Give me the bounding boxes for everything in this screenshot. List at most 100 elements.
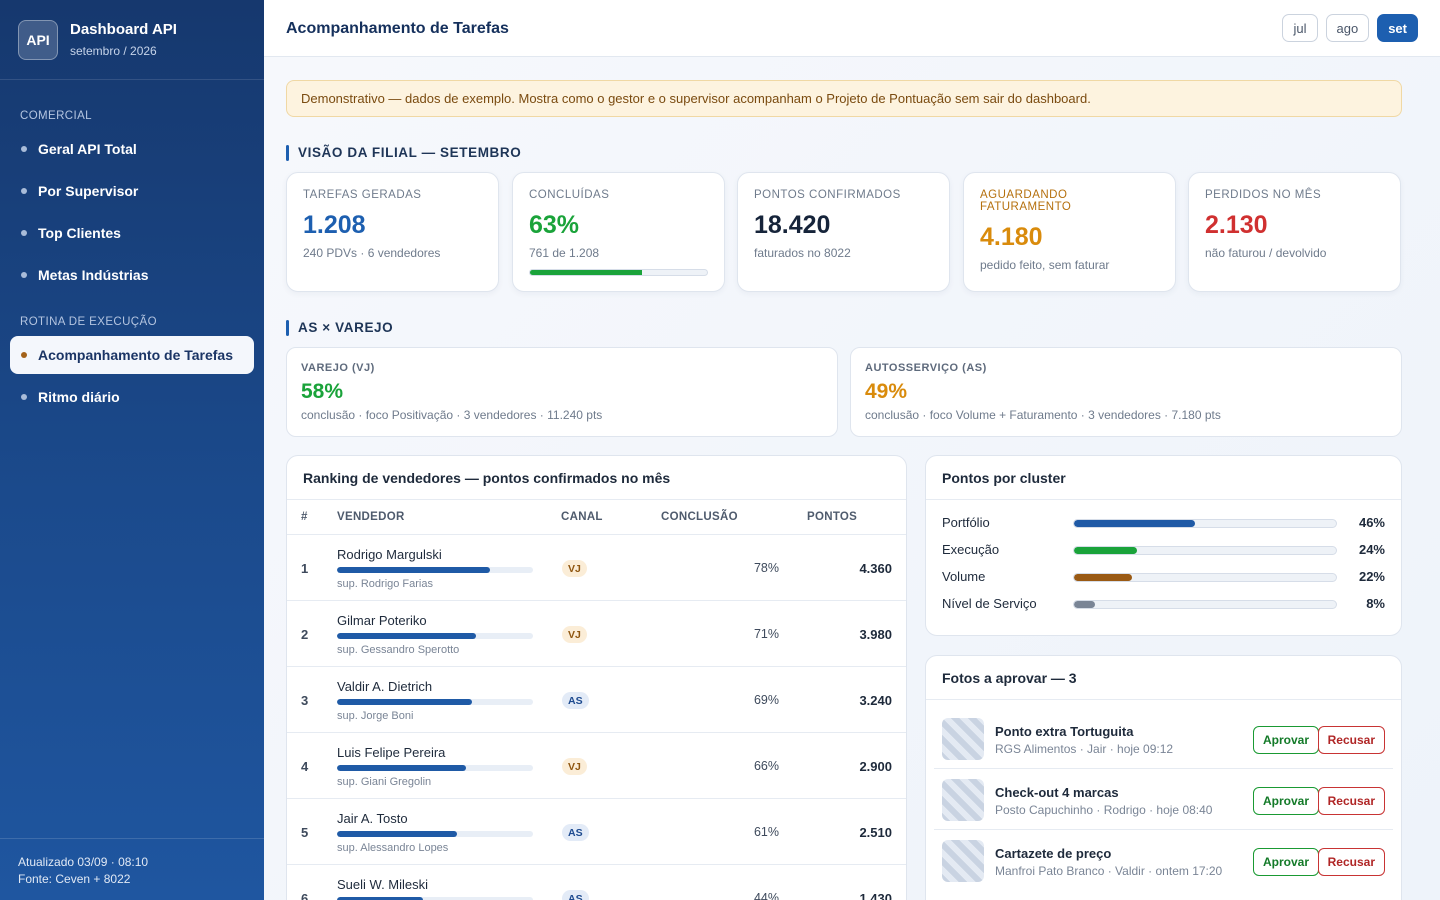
seller-name: Rodrigo Margulski (337, 547, 442, 562)
sidebar-item-ritmo[interactable]: Ritmo diário (10, 378, 254, 416)
nav-section-rotina: ROTINA DE EXECUÇÃO (20, 316, 157, 328)
photo-thumbnail[interactable] (942, 840, 984, 882)
rank-position: 5 (301, 825, 309, 840)
sidebar-item-metas[interactable]: Metas Indústrias (10, 256, 254, 294)
table-row[interactable]: 3 Valdir A. Dietrich sup. Jorge Boni AS 69% 3… (287, 667, 906, 733)
progress-bar (529, 269, 708, 276)
canal-badge: AS (562, 692, 589, 709)
photo-meta: Manfroi Pato Branco · Valdir · ontem 17:… (995, 864, 1223, 878)
approve-button[interactable]: Aprovar (1252, 848, 1319, 876)
col-pontos[interactable]: PONTOS (807, 511, 858, 523)
page-title: Acompanhamento de Tarefas (286, 20, 509, 37)
sidebar-item-label: Geral API Total (38, 141, 137, 157)
col-conclusao[interactable]: CONCLUSÃO (661, 511, 738, 523)
main-content: Demonstrativo — dados de exemplo. Mostra… (264, 57, 1440, 900)
month-button-ago[interactable]: ago (1325, 14, 1370, 42)
cluster-panel: Pontos por cluster Portfólio 46% Execução 2… (925, 455, 1402, 636)
supervisor-name: sup. Giani Gregolin (337, 776, 432, 788)
completion-value: 71% (753, 627, 779, 641)
photos-title: Fotos a aprovar — 3 (926, 656, 1401, 700)
sidebar-footer: Atualizado 03/09 · 08:10 Fonte: Ceven + … (0, 838, 264, 900)
brand-subtitle: setembro / 2026 (70, 44, 157, 58)
cluster-label: Portfólio (942, 515, 990, 530)
reject-button[interactable]: Recusar (1317, 726, 1385, 754)
col-vendedor[interactable]: VENDEDOR (337, 511, 405, 523)
cluster-title: Pontos por cluster (926, 456, 1401, 500)
ranking-rows: 1 Rodrigo Margulski sup. Rodrigo Farias VJ 7… (287, 535, 906, 900)
bullet-icon (21, 272, 27, 278)
approve-button[interactable]: Aprovar (1252, 726, 1319, 754)
cluster-label: Execução (942, 542, 1000, 557)
table-row[interactable]: 5 Jair A. Tosto sup. Alessandro Lopes AS 61%… (287, 799, 906, 865)
photo-thumbnail[interactable] (942, 718, 984, 760)
completion-bar-fill (337, 897, 424, 900)
cluster-row: Portfólio 46% (926, 508, 1401, 535)
cluster-row: Nível de Serviço 8% (926, 589, 1401, 616)
month-button-set[interactable]: set (1377, 14, 1418, 42)
reject-button[interactable]: Recusar (1317, 848, 1385, 876)
table-row[interactable]: 2 Gilmar Poteriko sup. Gessandro Sperotto V… (287, 601, 906, 667)
supervisor-name: sup. Gessandro Sperotto (337, 644, 460, 656)
sidebar-item-tarefas[interactable]: Acompanhamento de Tarefas (10, 336, 254, 374)
col-canal[interactable]: CANAL (561, 511, 603, 523)
photos-panel: Fotos a aprovar — 3 Ponto extra Tortugui… (925, 655, 1402, 900)
sidebar-item-top-clientes[interactable]: Top Clientes (10, 214, 254, 252)
photo-rows: Ponto extra Tortuguita RGS Alimentos · Ja… (926, 700, 1401, 891)
brand: API Dashboard API setembro / 2026 (0, 0, 264, 80)
kpi-label: CONCLUÍDAS (529, 189, 610, 201)
cluster-label: Volume (942, 569, 986, 584)
supervisor-name: sup. Jorge Boni (337, 710, 414, 722)
table-row[interactable]: 6 Sueli W. Mileski AS 44% 1.430 (287, 865, 906, 900)
rank-position: 6 (301, 891, 309, 900)
kpi-sub: não faturou / devolvido (1205, 246, 1327, 260)
canal-sub: conclusão · foco Positivação · 3 vendedo… (301, 408, 603, 422)
kpi-value: 18.420 (754, 211, 831, 239)
month-switcher: jul ago set (1282, 14, 1418, 42)
kpi-card-perdidos: PERDIDOS NO MÊS 2.130 não faturou / devo… (1188, 172, 1401, 292)
cluster-bar-fill (1074, 574, 1132, 581)
seller-name: Gilmar Poteriko (337, 613, 427, 628)
sidebar-item-geral[interactable]: Geral API Total (10, 130, 254, 168)
updated-text: Atualizado 03/09 · 08:10 (18, 855, 149, 869)
completion-bar (337, 831, 533, 837)
table-row[interactable]: 4 Luis Felipe Pereira sup. Giani Gregolin V… (287, 733, 906, 799)
cluster-percent: 22% (1358, 569, 1385, 584)
points-value: 2.900 (859, 759, 892, 774)
canal-badge: VJ (562, 626, 587, 643)
kpi-sub: 761 de 1.208 (529, 246, 600, 260)
seller-name: Jair A. Tosto (337, 811, 408, 826)
table-row[interactable]: 1 Rodrigo Margulski sup. Rodrigo Farias VJ 7… (287, 535, 906, 601)
photo-title: Cartazete de preço (995, 846, 1112, 861)
nav-section-comercial: COMERCIAL (20, 110, 92, 122)
demo-banner: Demonstrativo — dados de exemplo. Mostra… (286, 80, 1402, 117)
cluster-percent: 8% (1366, 596, 1385, 611)
completion-value: 44% (753, 891, 779, 900)
bullet-icon (21, 394, 27, 400)
completion-bar (337, 765, 533, 771)
kpi-label: TAREFAS GERADAS (303, 189, 422, 201)
points-value: 3.240 (859, 693, 892, 708)
bullet-icon (21, 230, 27, 236)
month-button-jul[interactable]: jul (1282, 14, 1318, 42)
rank-position: 3 (301, 693, 309, 708)
points-value: 3.980 (859, 627, 892, 642)
reject-button[interactable]: Recusar (1317, 787, 1385, 815)
kpi-label: PERDIDOS NO MÊS (1205, 189, 1322, 201)
cluster-bar (1073, 519, 1337, 528)
cluster-bar-fill (1074, 547, 1137, 554)
cluster-percent: 46% (1358, 515, 1385, 530)
photo-title: Ponto extra Tortuguita (995, 724, 1134, 739)
section-title-filial: VISÃO DA FILIAL — SETEMBRO (286, 145, 521, 161)
photo-thumbnail[interactable] (942, 779, 984, 821)
kpi-card-tarefas: TAREFAS GERADAS 1.208 240 PDVs · 6 vende… (286, 172, 499, 292)
completion-value: 66% (753, 759, 779, 773)
canal-badge: AS (562, 890, 589, 900)
canal-card-autosservico: AUTOSSERVIÇO (AS) 49% conclusão · foco V… (850, 347, 1402, 437)
seller-name: Sueli W. Mileski (337, 877, 429, 892)
approve-button[interactable]: Aprovar (1252, 787, 1319, 815)
bullet-icon (21, 188, 27, 194)
kpi-value: 2.130 (1205, 211, 1268, 239)
sidebar-item-supervisor[interactable]: Por Supervisor (10, 172, 254, 210)
seller-name: Valdir A. Dietrich (337, 679, 433, 694)
canal-sub: conclusão · foco Volume + Faturamento · … (865, 408, 1221, 422)
